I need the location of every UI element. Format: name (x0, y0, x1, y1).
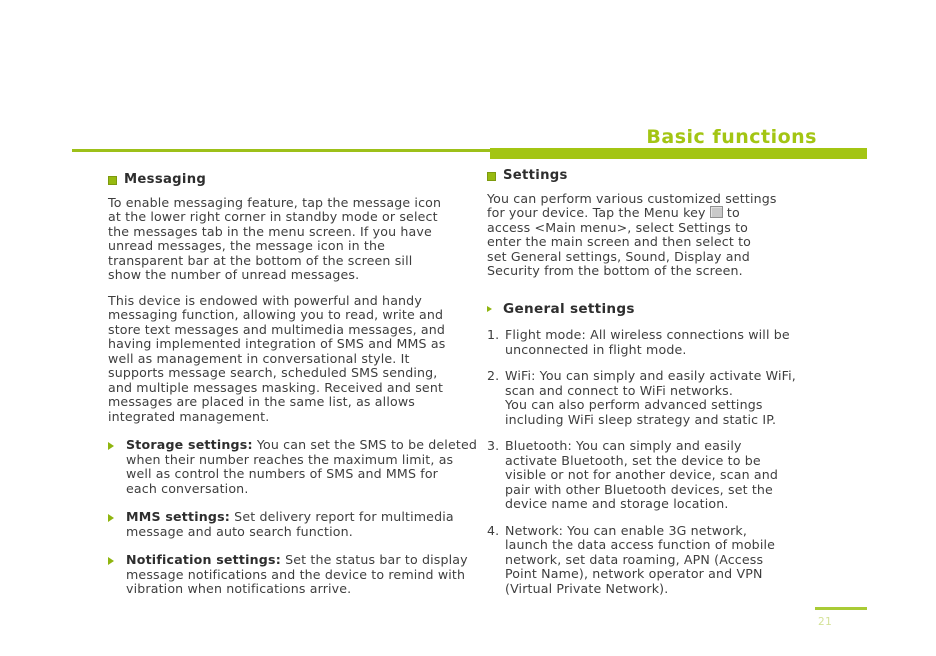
item-text: Flight mode: All wireless connections wi… (505, 327, 790, 357)
settings-paragraph-end: to access <Main menu>, select Settings t… (487, 205, 752, 278)
storage-settings-item: Storage settings: You can set the SMS to… (108, 437, 492, 496)
square-bullet-icon (487, 172, 496, 182)
menu-key-icon (709, 206, 723, 218)
item-text: WiFi: You can simply and easily activate… (505, 368, 796, 427)
header-rule-thin (72, 149, 490, 152)
item-number: 3. (487, 438, 500, 453)
notification-settings-label: Notification settings: (126, 552, 281, 567)
list-item-wifi: 2. WiFi: You can simply and easily activ… (487, 368, 883, 427)
header-rule-thick (490, 148, 867, 159)
triangle-bullet-icon (108, 557, 126, 565)
messaging-paragraph-1: To enable messaging feature, tap the mes… (108, 194, 442, 282)
general-settings-list: 1. Flight mode: All wireless connections… (487, 327, 883, 597)
general-settings-heading-label: General settings (503, 300, 635, 317)
notification-settings-desc: Set the status bar to display message no… (126, 552, 468, 596)
page-number: 21 (818, 616, 833, 628)
mms-settings-label: MMS settings: (126, 509, 231, 524)
storage-settings-label: Storage settings: (126, 437, 253, 452)
notification-settings-item: Notification settings: Set the status ba… (108, 552, 492, 597)
messaging-heading: Messaging (108, 172, 492, 188)
item-text: Bluetooth: You can simply and easily act… (505, 438, 779, 511)
general-settings-heading: General settings (487, 300, 883, 317)
triangle-bullet-icon (108, 514, 126, 522)
settings-paragraph-start: You can perform various customized setti… (487, 190, 777, 220)
settings-paragraph: You can perform various customized setti… (487, 190, 883, 279)
list-item-bluetooth: 3. Bluetooth: You can simply and easily … (487, 438, 883, 512)
storage-settings-text: Storage settings: You can set the SMS to… (126, 437, 492, 496)
item-number: 1. (487, 327, 500, 342)
mms-settings-desc: Set delivery report for multimedia messa… (126, 509, 454, 539)
footer-rule (815, 607, 867, 610)
mms-settings-item: MMS settings: Set delivery report for mu… (108, 509, 492, 539)
storage-settings-desc: You can set the SMS to be deleted when t… (126, 437, 477, 496)
item-number: 4. (487, 522, 500, 538)
notification-settings-text: Notification settings: Set the status ba… (126, 552, 492, 597)
list-item-flight-mode: 1. Flight mode: All wireless connections… (487, 327, 883, 357)
mms-settings-text: MMS settings: Set delivery report for mu… (126, 509, 492, 539)
item-number: 2. (487, 368, 500, 383)
messaging-paragraph-2: This device is endowed with powerful and… (108, 292, 446, 424)
settings-heading: Settings (487, 168, 883, 184)
triangle-bullet-icon (487, 306, 503, 313)
triangle-bullet-icon (108, 442, 126, 450)
settings-heading-label: Settings (503, 168, 568, 183)
list-item-network: 4. Network: You can enable 3G network, l… (487, 522, 883, 597)
item-text: Network: You can enable 3G network, laun… (505, 522, 776, 596)
messaging-column: Messaging To enable messaging feature, t… (108, 172, 492, 597)
messaging-heading-label: Messaging (124, 172, 207, 187)
settings-column: Settings You can perform various customi… (487, 168, 883, 597)
page-title: Basic functions (646, 126, 817, 148)
square-bullet-icon (108, 176, 117, 186)
